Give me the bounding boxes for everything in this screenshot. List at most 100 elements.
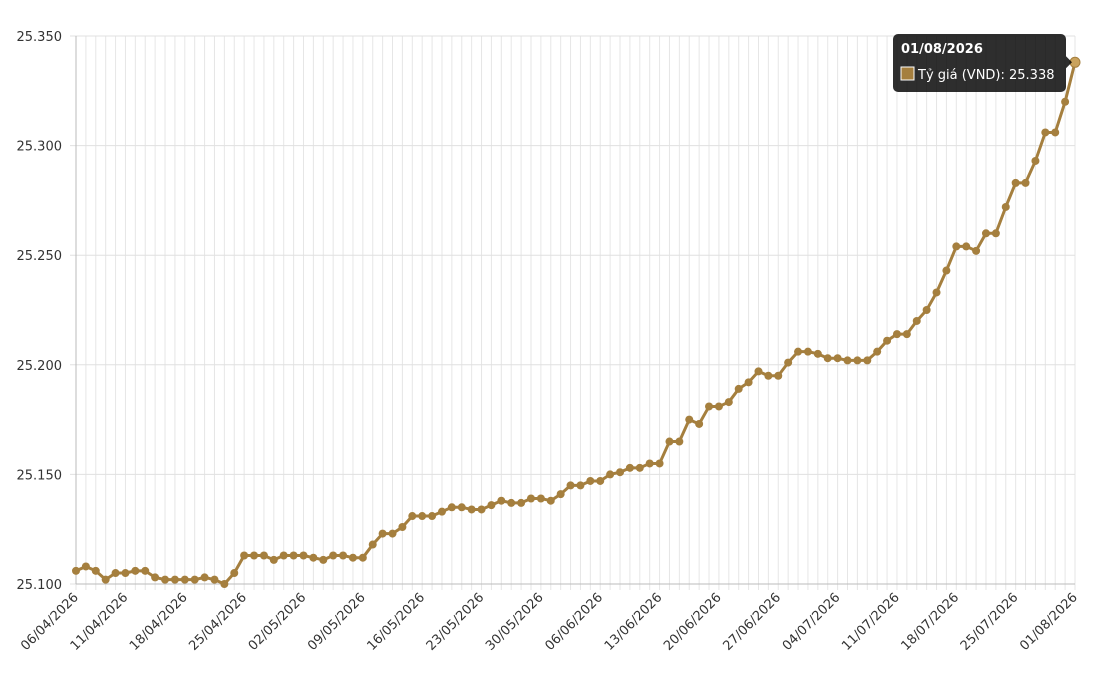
point [655, 459, 664, 468]
point [339, 551, 348, 560]
y-tick-label: 25.250 [17, 249, 63, 264]
point [536, 494, 545, 503]
point [250, 551, 259, 560]
point [180, 575, 189, 584]
point [378, 529, 387, 538]
point [952, 242, 961, 251]
point [101, 575, 110, 584]
point [883, 336, 892, 345]
point [111, 569, 120, 578]
point [240, 551, 249, 560]
point [81, 562, 90, 571]
point [962, 242, 971, 251]
point [428, 512, 437, 521]
point [705, 402, 714, 411]
point [566, 481, 575, 490]
point [170, 575, 179, 584]
y-tick-label: 25.100 [17, 578, 63, 593]
point [151, 573, 160, 582]
point [991, 229, 1000, 238]
point [487, 501, 496, 510]
point [368, 540, 377, 549]
point [230, 569, 239, 578]
tooltip-title: 01/08/2026 [901, 42, 983, 57]
point [784, 358, 793, 367]
line [75, 61, 1077, 586]
x-tick-label: 09/05/2026 [305, 590, 369, 654]
point [556, 490, 565, 499]
point [922, 306, 931, 314]
point [625, 463, 634, 472]
point [269, 555, 278, 564]
point [437, 507, 446, 516]
y-tick-label: 25.300 [17, 140, 63, 155]
point [497, 496, 506, 505]
point [259, 551, 268, 560]
point [190, 575, 199, 584]
point [645, 459, 654, 468]
x-tick-label: 06/06/2026 [542, 590, 606, 654]
point [447, 503, 456, 512]
point [388, 529, 397, 538]
point [477, 505, 486, 514]
point [724, 398, 733, 407]
point [942, 266, 951, 275]
point [1001, 202, 1010, 211]
x-tick-label: 18/07/2026 [899, 590, 963, 654]
point [695, 419, 704, 428]
point [467, 505, 476, 514]
x-tick-label: 30/05/2026 [483, 590, 547, 654]
point [1041, 128, 1050, 137]
point [72, 566, 80, 575]
point [685, 415, 694, 424]
point [981, 229, 990, 238]
point [665, 437, 674, 446]
point [1031, 156, 1040, 165]
point [902, 330, 911, 339]
point [210, 575, 219, 584]
point [576, 481, 585, 490]
point [358, 553, 367, 562]
point [843, 356, 852, 365]
y-tick-label: 25.150 [17, 468, 63, 483]
x-tick-label: 18/04/2026 [127, 590, 191, 654]
point [418, 512, 427, 521]
x-tick-label: 27/06/2026 [721, 590, 785, 654]
x-tick-label: 02/05/2026 [246, 590, 310, 654]
point [319, 555, 328, 564]
point [398, 523, 407, 532]
point [794, 347, 803, 356]
point [1051, 128, 1060, 137]
x-tick-label: 25/04/2026 [186, 590, 250, 654]
point [289, 551, 298, 560]
point [873, 347, 882, 356]
point [714, 402, 723, 411]
tooltip-box [893, 34, 1066, 92]
point [1061, 97, 1070, 106]
x-tick-label: 01/08/2026 [1017, 590, 1081, 654]
point [546, 496, 555, 505]
point [507, 498, 516, 507]
tooltip-swatch [900, 66, 915, 81]
point [596, 476, 605, 485]
point [734, 384, 743, 393]
point [121, 569, 130, 578]
tooltip-label: Tỷ giá (VND): 25.338 [917, 68, 1055, 83]
point [309, 553, 318, 562]
point [131, 566, 140, 575]
point [912, 316, 921, 325]
point [200, 573, 209, 582]
point [1011, 178, 1020, 187]
point [635, 463, 644, 472]
point [972, 246, 981, 255]
point [586, 476, 595, 485]
point [329, 551, 338, 560]
x-tick-label: 04/07/2026 [780, 590, 844, 654]
tooltip-caret [1066, 56, 1072, 69]
point [299, 551, 308, 560]
point [675, 437, 684, 446]
x-tick-label: 13/06/2026 [602, 590, 666, 654]
point [774, 371, 783, 380]
